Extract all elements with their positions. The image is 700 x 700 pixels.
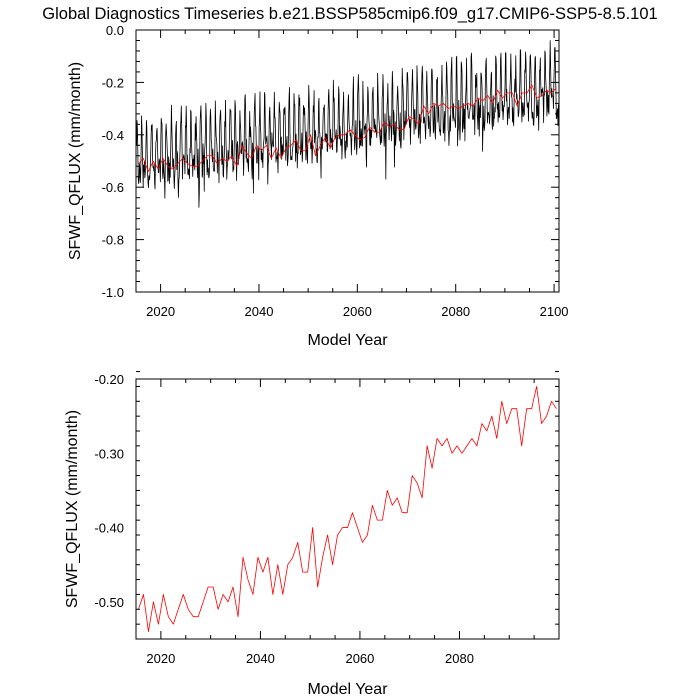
y-tick-label: -0.4 — [102, 128, 124, 143]
y-tick-label: -0.6 — [102, 180, 124, 195]
plot-frame — [135, 378, 560, 640]
series-line-1 — [138, 386, 557, 632]
chart-panel-monthly: 2020 2040 2060 2080 2100 -1.0 -0.8 -0.6 -0.4 -0.2… — [67, 23, 569, 349]
x-tick-label: 2080 — [441, 304, 470, 319]
axis-ticks: 2020 2040 2060 2080 2100 -1.0 -0.8 -0.6 -0.4 -0.2… — [102, 23, 569, 319]
y-axis-label: SFWF_QFLUX (mm/month) — [67, 62, 84, 260]
y-tick-label: -0.50 — [94, 595, 124, 610]
figure-title: Global Diagnostics Timeseries b.e21.BSSP… — [42, 5, 657, 23]
y-tick-label: 0.0 — [106, 23, 124, 38]
y-tick-label: -0.20 — [94, 372, 124, 387]
axis-ticks: 2020 2040 2060 2080 -0.50 -0.40 -0.30 -0.20 — [94, 371, 560, 666]
x-tick-label: 2040 — [245, 304, 274, 319]
series-lines — [135, 40, 560, 208]
x-tick-label: 2040 — [246, 651, 275, 666]
y-tick-label: -0.8 — [102, 233, 124, 248]
x-tick-label: 2060 — [343, 304, 372, 319]
y-axis-label: SFWF_QFLUX (mm/month) — [64, 410, 81, 608]
series-line-2 — [138, 84, 557, 172]
chart-panel-annual: 2020 2040 2060 2080 -0.50 -0.40 -0.30 -0.20 Mod… — [64, 371, 560, 698]
y-tick-label: -0.2 — [102, 75, 124, 90]
x-tick-label: 2100 — [540, 304, 569, 319]
x-axis-label: Model Year — [307, 332, 388, 349]
x-tick-label: 2060 — [345, 651, 374, 666]
y-tick-label: -1.0 — [102, 285, 124, 300]
y-tick-label: -0.40 — [94, 521, 124, 536]
x-tick-label: 2020 — [146, 651, 175, 666]
series-line-1 — [135, 40, 560, 208]
y-tick-label: -0.30 — [94, 446, 124, 461]
x-axis-label: Model Year — [307, 681, 388, 698]
series-lines — [138, 386, 557, 632]
x-tick-label: 2020 — [146, 304, 175, 319]
plot-frame — [135, 29, 560, 293]
x-tick-label: 2080 — [445, 651, 474, 666]
